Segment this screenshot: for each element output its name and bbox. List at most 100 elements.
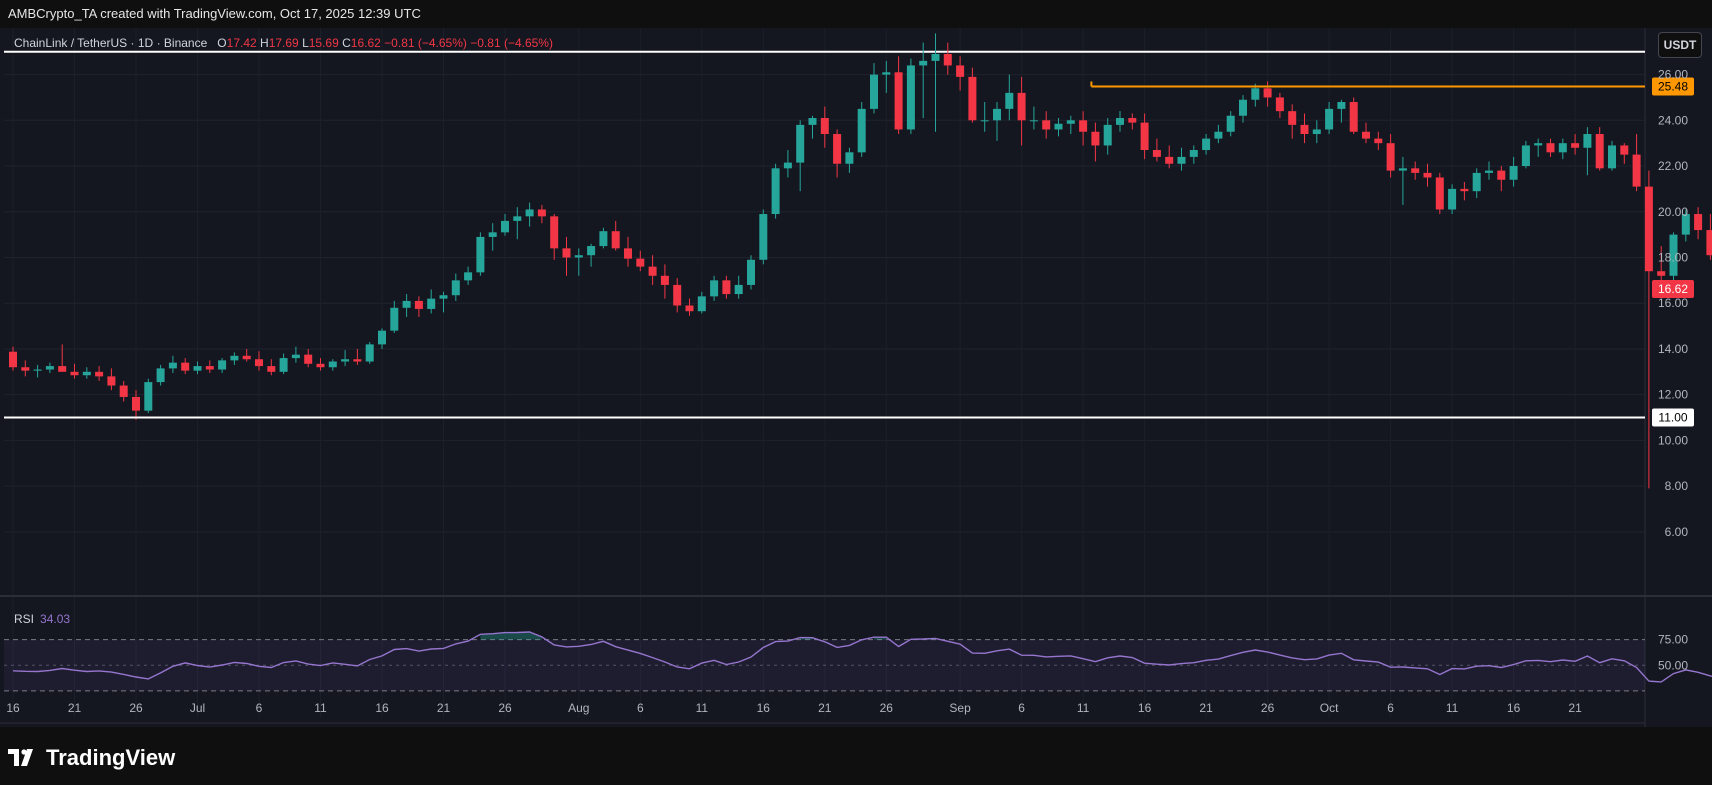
candle-body[interactable] xyxy=(1620,145,1629,155)
candle-body[interactable] xyxy=(488,232,497,237)
candle-body[interactable] xyxy=(550,216,559,249)
candle-body[interactable] xyxy=(710,280,719,297)
candle-body[interactable] xyxy=(1239,99,1247,116)
candle-body[interactable] xyxy=(697,296,706,312)
candle-body[interactable] xyxy=(390,307,399,331)
candle-body[interactable] xyxy=(624,248,632,259)
candle-body[interactable] xyxy=(833,134,842,164)
candle-body[interactable] xyxy=(1079,120,1088,132)
currency-button[interactable]: USDT xyxy=(1658,32,1702,58)
candle-body[interactable] xyxy=(1435,177,1444,210)
candle-body[interactable] xyxy=(685,305,694,312)
candle-body[interactable] xyxy=(808,118,817,125)
candle-body[interactable] xyxy=(242,355,251,360)
candle-body[interactable] xyxy=(451,280,460,296)
candle-body[interactable] xyxy=(783,162,792,169)
candle-body[interactable] xyxy=(919,60,928,66)
candle-body[interactable] xyxy=(267,366,276,372)
candle-body[interactable] xyxy=(980,120,989,122)
candle-body[interactable] xyxy=(1509,166,1518,180)
candle-body[interactable] xyxy=(1386,143,1395,171)
candle-body[interactable] xyxy=(1337,102,1346,109)
candle-body[interactable] xyxy=(1189,150,1198,157)
candle-body[interactable] xyxy=(205,366,214,370)
candle-body[interactable] xyxy=(9,351,17,368)
candle-body[interactable] xyxy=(1448,188,1457,210)
candle-body[interactable] xyxy=(1644,186,1653,272)
candle-body[interactable] xyxy=(464,272,473,281)
candle-body[interactable] xyxy=(218,360,227,370)
candle-body[interactable] xyxy=(1128,118,1137,123)
candle-body[interactable] xyxy=(1152,150,1161,157)
candle-body[interactable] xyxy=(845,152,854,164)
candle-body[interactable] xyxy=(968,76,977,121)
candle-body[interactable] xyxy=(1251,88,1260,100)
candle-body[interactable] xyxy=(439,295,448,299)
candle-body[interactable] xyxy=(1497,170,1506,180)
candle-body[interactable] xyxy=(144,382,153,411)
candle-body[interactable] xyxy=(513,216,522,221)
candle-body[interactable] xyxy=(1485,170,1493,173)
candle-body[interactable] xyxy=(1521,145,1530,167)
candle-body[interactable] xyxy=(1571,143,1580,148)
candle-body[interactable] xyxy=(414,300,423,309)
candle-body[interactable] xyxy=(341,359,350,362)
candle-body[interactable] xyxy=(70,371,79,376)
candle-body[interactable] xyxy=(107,376,116,386)
candle-body[interactable] xyxy=(1669,234,1678,276)
candle-body[interactable] xyxy=(1583,134,1592,148)
candle-body[interactable] xyxy=(1312,129,1321,135)
rsi-line[interactable] xyxy=(12,631,1712,683)
candle-body[interactable] xyxy=(291,354,300,359)
candle-body[interactable] xyxy=(931,54,940,61)
chart-svg[interactable]: 25.48 11.00 6.00 8.00 10.00 12.00 14.00 16.00 18… xyxy=(0,28,1712,727)
candle-body[interactable] xyxy=(1411,168,1420,173)
candle-body[interactable] xyxy=(1165,156,1174,164)
candle-body[interactable] xyxy=(747,259,755,285)
candle-body[interactable] xyxy=(82,371,91,376)
candle-body[interactable] xyxy=(673,284,682,306)
candle-body[interactable] xyxy=(1472,172,1481,192)
candle-body[interactable] xyxy=(156,368,165,383)
candle-body[interactable] xyxy=(1029,120,1038,122)
candle-body[interactable] xyxy=(1362,131,1370,139)
candle-body[interactable] xyxy=(648,266,657,276)
candle-body[interactable] xyxy=(1275,97,1284,112)
candle-body[interactable] xyxy=(1694,214,1703,231)
candle-body[interactable] xyxy=(525,209,534,217)
candle-body[interactable] xyxy=(501,220,509,233)
candle-body[interactable] xyxy=(562,248,571,258)
candle-body[interactable] xyxy=(132,396,140,411)
candle-body[interactable] xyxy=(894,72,903,130)
candle-body[interactable] xyxy=(734,284,743,295)
candle-body[interactable] xyxy=(58,366,67,372)
candle-body[interactable] xyxy=(476,236,485,273)
candle-body[interactable] xyxy=(1103,124,1112,146)
candle-body[interactable] xyxy=(402,300,411,308)
candle-body[interactable] xyxy=(611,231,620,249)
candle-body[interactable] xyxy=(1374,138,1383,144)
candle-body[interactable] xyxy=(193,366,202,371)
candle-body[interactable] xyxy=(993,108,1001,121)
candle-body[interactable] xyxy=(255,359,263,367)
candle-body[interactable] xyxy=(328,361,337,368)
candle-body[interactable] xyxy=(279,358,288,372)
candle-body[interactable] xyxy=(181,362,190,371)
candle-body[interactable] xyxy=(587,246,596,256)
candle-body[interactable] xyxy=(1005,92,1014,109)
candle-body[interactable] xyxy=(1460,188,1469,192)
candle-body[interactable] xyxy=(857,108,866,153)
candle-body[interactable] xyxy=(1226,115,1235,132)
candle-body[interactable] xyxy=(1214,131,1223,139)
candle-body[interactable] xyxy=(1534,143,1543,146)
candle-body[interactable] xyxy=(45,366,54,370)
candle-body[interactable] xyxy=(1066,120,1075,124)
candle-body[interactable] xyxy=(1116,118,1124,125)
candle-body[interactable] xyxy=(365,344,374,362)
candle-body[interactable] xyxy=(906,65,915,130)
chart-frame[interactable]: 25.48 11.00 6.00 8.00 10.00 12.00 14.00 16.00 18… xyxy=(0,28,1712,727)
candle-body[interactable] xyxy=(820,118,829,135)
candle-body[interactable] xyxy=(882,72,891,75)
candle-body[interactable] xyxy=(1017,92,1026,121)
candle-body[interactable] xyxy=(33,369,42,371)
